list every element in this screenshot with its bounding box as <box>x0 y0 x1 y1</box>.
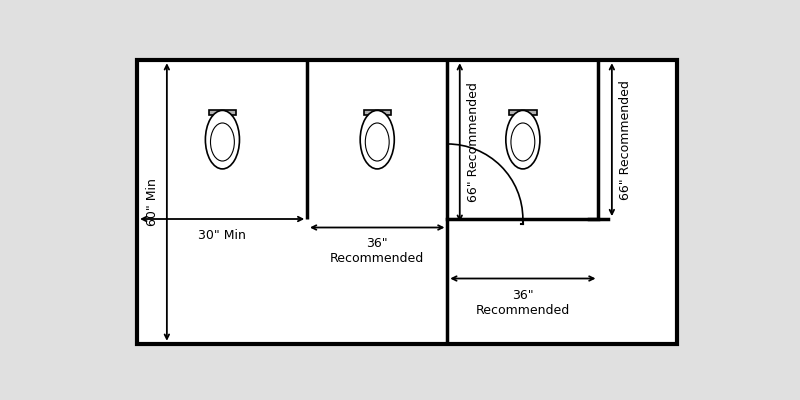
Bar <box>209 110 236 115</box>
Bar <box>369 114 386 121</box>
Text: 66" Recommended: 66" Recommended <box>467 82 480 202</box>
Ellipse shape <box>206 110 239 169</box>
Ellipse shape <box>511 123 535 161</box>
Text: 66" Recommended: 66" Recommended <box>619 80 632 200</box>
Ellipse shape <box>506 110 540 169</box>
Text: 30" Min: 30" Min <box>198 229 246 242</box>
Bar <box>363 110 391 115</box>
Text: 36"
Recommended: 36" Recommended <box>330 237 424 265</box>
Bar <box>214 114 230 121</box>
Text: 60" Min: 60" Min <box>146 178 159 226</box>
Ellipse shape <box>366 123 389 161</box>
Ellipse shape <box>360 110 394 169</box>
Bar <box>138 60 677 344</box>
Ellipse shape <box>210 123 234 161</box>
Bar <box>514 114 531 121</box>
Text: 36"
Recommended: 36" Recommended <box>476 288 570 316</box>
Bar <box>510 110 537 115</box>
